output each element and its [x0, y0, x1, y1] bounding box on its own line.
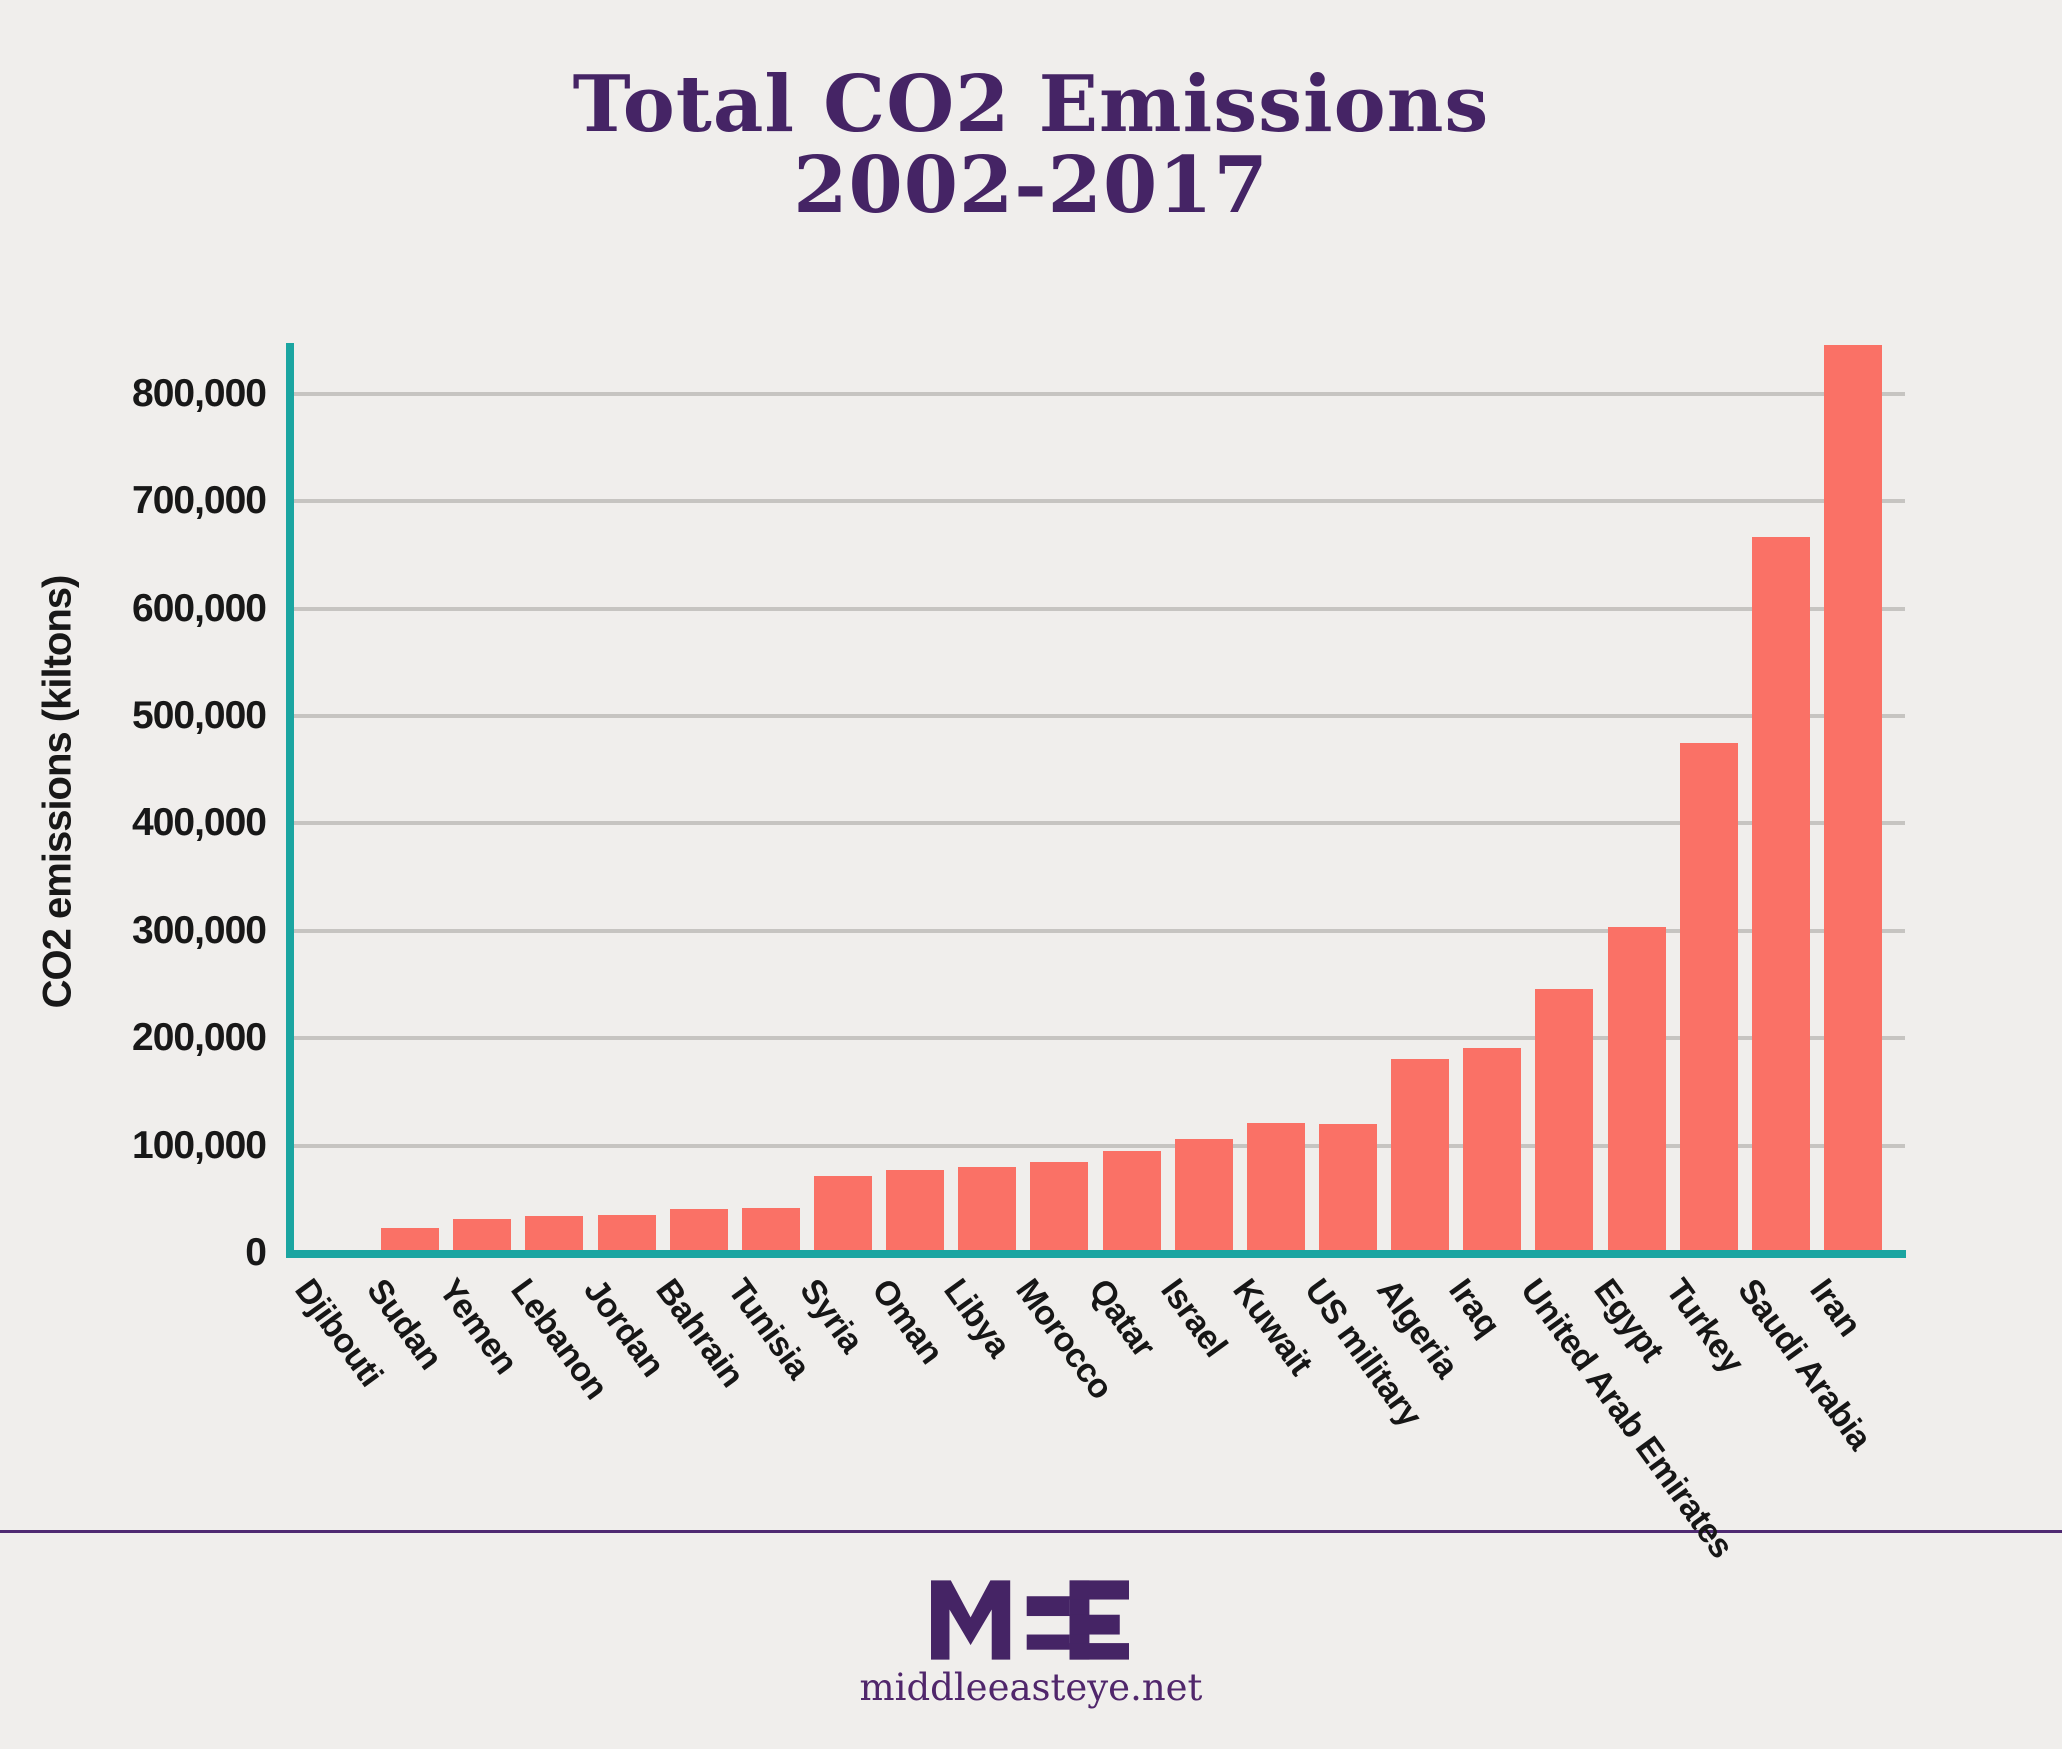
- y-tick-label-400000: 400,000: [132, 801, 267, 845]
- logo-e-bottom-bar: [1069, 1643, 1129, 1660]
- y-tick-label-700000: 700,000: [132, 479, 267, 523]
- y-tick-label-600000: 600,000: [132, 586, 267, 630]
- bar-kuwait: [1247, 1123, 1305, 1253]
- footer-divider: [0, 1530, 2062, 1533]
- gridline-200000: [294, 1036, 1905, 1041]
- bar-qatar: [1103, 1151, 1161, 1253]
- logo-e-mid-bar: [1069, 1614, 1120, 1635]
- y-tick-label-200000: 200,000: [132, 1016, 267, 1060]
- logo-reverse-e-lower-bar: [1026, 1634, 1070, 1650]
- x-label-iraq: Iraq: [1441, 1272, 1508, 1344]
- y-tick-label-100000: 100,000: [132, 1123, 267, 1167]
- y-tick-label-0: 0: [245, 1231, 267, 1274]
- bar-egypt: [1608, 927, 1666, 1253]
- y-axis-line: [286, 343, 294, 1258]
- y-tick-label-300000: 300,000: [132, 908, 267, 952]
- bar-turkey: [1680, 743, 1738, 1253]
- gridline-300000: [294, 928, 1905, 933]
- site-url: middleeasteye.net: [859, 1666, 1203, 1709]
- bar-saudi-arabia: [1752, 537, 1810, 1253]
- chart-title: Total CO2 Emissions 2002-2017: [0, 64, 2062, 226]
- gridline-600000: [294, 606, 1905, 611]
- mee-logo: [931, 1580, 1129, 1660]
- bar-libya: [958, 1167, 1016, 1253]
- x-label-libya: Libya: [936, 1272, 1018, 1365]
- bar-united-arab-emirates: [1535, 989, 1593, 1253]
- mee-logo-svg: [931, 1580, 1129, 1660]
- x-label-iran: Iran: [1802, 1272, 1869, 1344]
- bar-iran: [1824, 345, 1882, 1253]
- bar-us-military: [1319, 1124, 1377, 1253]
- bar-jordan: [598, 1215, 656, 1253]
- bar-israel: [1175, 1139, 1233, 1253]
- bar-syria: [814, 1176, 872, 1253]
- x-axis-line: [286, 1250, 1906, 1258]
- logo-reverse-e-upper-bar: [1026, 1596, 1070, 1617]
- logo-letter-m: [931, 1580, 1011, 1660]
- bar-lebanon: [525, 1216, 583, 1253]
- chart-title-line1: Total CO2 Emissions: [572, 59, 1490, 150]
- y-tick-label-500000: 500,000: [132, 694, 267, 737]
- gridline-400000: [294, 821, 1905, 826]
- gridline-500000: [294, 714, 1905, 718]
- x-label-israel: Israel: [1153, 1272, 1235, 1364]
- bar-oman: [886, 1170, 944, 1253]
- bar-iraq: [1463, 1048, 1521, 1253]
- bar-bahrain: [670, 1209, 728, 1253]
- logo-e-top-bar: [1069, 1580, 1129, 1600]
- gridline-700000: [294, 499, 1905, 504]
- gridline-100000: [294, 1143, 1905, 1148]
- bar-algeria: [1391, 1059, 1449, 1253]
- bar-sudan: [381, 1228, 439, 1253]
- x-label-oman: Oman: [864, 1272, 951, 1371]
- bar-tunisia: [742, 1208, 800, 1253]
- gridline-800000: [294, 391, 1905, 396]
- bar-morocco: [1030, 1162, 1088, 1253]
- chart-title-line2: 2002-2017: [793, 140, 1269, 232]
- y-tick-label-800000: 800,000: [132, 371, 267, 415]
- bar-yemen: [453, 1219, 511, 1253]
